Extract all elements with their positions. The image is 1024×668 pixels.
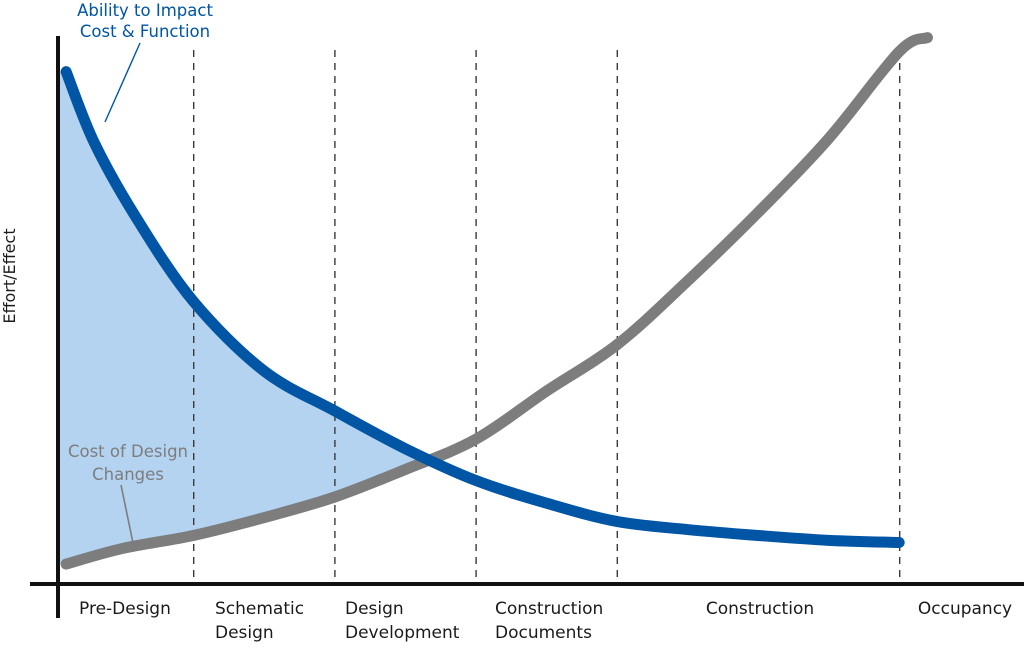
- y-axis-label: Effort/Effect: [0, 228, 19, 323]
- annotation-layer: Ability to Impact Cost & Function Cost of …: [68, 1, 213, 544]
- phase-label-line: Design: [215, 623, 274, 643]
- phase-label-line: Design: [345, 599, 404, 619]
- phase-label: Construction: [706, 599, 814, 619]
- phase-label-layer: Pre-Design Schematic Design Design Developme…: [79, 599, 1012, 643]
- annotation-line: Cost of Design: [68, 442, 188, 461]
- phase-label: Construction Documents: [495, 599, 603, 643]
- ability-to-impact-line: [60, 66, 905, 548]
- phase-label: Pre-Design: [79, 599, 171, 619]
- ability-to-impact-leader: [104, 42, 141, 123]
- phase-label-line: Occupancy: [918, 599, 1012, 619]
- phase-label-line: Documents: [495, 623, 592, 643]
- phase-label-line: Development: [345, 623, 460, 643]
- cost-of-design-changes-leader: [120, 484, 134, 544]
- phase-label: Occupancy: [918, 599, 1012, 619]
- ability-to-impact-annotation: Ability to Impact Cost & Function: [77, 1, 213, 41]
- shaded-region-layer: [58, 71, 429, 565]
- annotation-line: Cost & Function: [80, 22, 210, 41]
- annotation-line: Ability to Impact: [77, 1, 213, 20]
- series-layer: [60, 32, 933, 570]
- shaded-region: [58, 71, 429, 565]
- phase-label-line: Schematic: [215, 599, 304, 619]
- phase-label-line: Construction: [495, 599, 603, 619]
- cost-of-design-changes-annotation: Cost of Design Changes: [68, 442, 188, 484]
- phase-label-line: Pre-Design: [79, 599, 171, 619]
- annotation-line: Changes: [92, 465, 164, 484]
- phase-label: Schematic Design: [215, 599, 304, 643]
- axis-layer: Effort/Effect: [0, 36, 1024, 618]
- phase-label: Design Development: [345, 599, 460, 643]
- phase-label-line: Construction: [706, 599, 814, 619]
- cost-of-design-changes-line: [60, 32, 933, 570]
